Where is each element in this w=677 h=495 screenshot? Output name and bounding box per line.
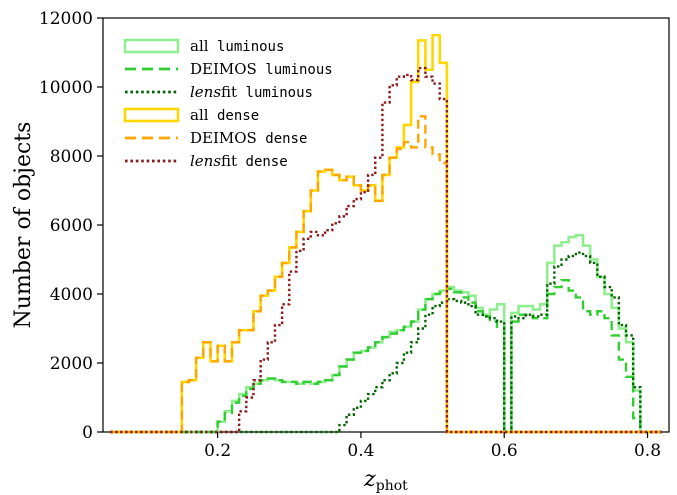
plot-frame [102, 17, 670, 433]
ticks-layer: 0.2 0.4 0.6 0.8 0 2000 4000 6000 8000 10000 12000 [39, 9, 661, 461]
x-tick-label: 0.4 [347, 441, 374, 461]
legend-label-mono: luminous [257, 62, 333, 78]
legend-label-mono: dense [257, 131, 308, 147]
x-tick-label: 0.8 [634, 441, 661, 461]
x-axis-label: zphot [363, 467, 408, 494]
legend-label-prefix: DEIMOS [190, 129, 257, 147]
legend-label-5: lensfit dense [190, 152, 288, 170]
x-tick-label: 0.2 [204, 441, 231, 461]
legend-label-prefix: DEIMOS [190, 60, 257, 78]
legend-label-mono: dense [209, 108, 260, 124]
legend-label-suffix: fit [221, 83, 237, 101]
y-tick-label: 6000 [50, 216, 93, 236]
series-0-step-line [110, 234, 662, 434]
legend-swatch-3 [123, 107, 180, 123]
y-tick-label: 10000 [39, 78, 93, 98]
series-5-step-line [110, 66, 662, 434]
x-tick-label: 0.6 [491, 441, 518, 461]
legend-label-prefix: all [190, 106, 209, 124]
x-axis-label-main: z [363, 467, 376, 492]
x-axis-label-subscript: phot [376, 478, 408, 494]
legend-label-prefix: lens [190, 83, 221, 101]
series-layer [110, 33, 662, 434]
legend-label-prefix: all [190, 37, 209, 55]
y-axis-label: Number of objects [11, 122, 36, 329]
legend-label-0: all luminous [190, 37, 284, 55]
y-tick-label: 8000 [50, 147, 93, 167]
legend-label-mono: luminous [237, 85, 313, 101]
y-tick-label: 0 [82, 423, 93, 443]
legend-swatch-0 [123, 38, 180, 54]
legend-label-3: all dense [190, 106, 259, 124]
y-tick-label: 2000 [50, 354, 93, 374]
series-2-step-line [110, 251, 662, 434]
legend-label-prefix: lens [190, 152, 221, 170]
y-tick-label: 12000 [39, 9, 93, 29]
legend-label-1: DEIMOS luminous [190, 60, 333, 78]
legend-label-suffix: fit [221, 152, 237, 170]
legend-label-2: lensfit luminous [190, 83, 313, 101]
legend-label-4: DEIMOS dense [190, 129, 307, 147]
y-tick-label: 4000 [50, 285, 93, 305]
legend-label-mono: dense [237, 154, 288, 170]
legend-label-mono: luminous [209, 39, 285, 55]
series-1-step-line [110, 279, 662, 434]
